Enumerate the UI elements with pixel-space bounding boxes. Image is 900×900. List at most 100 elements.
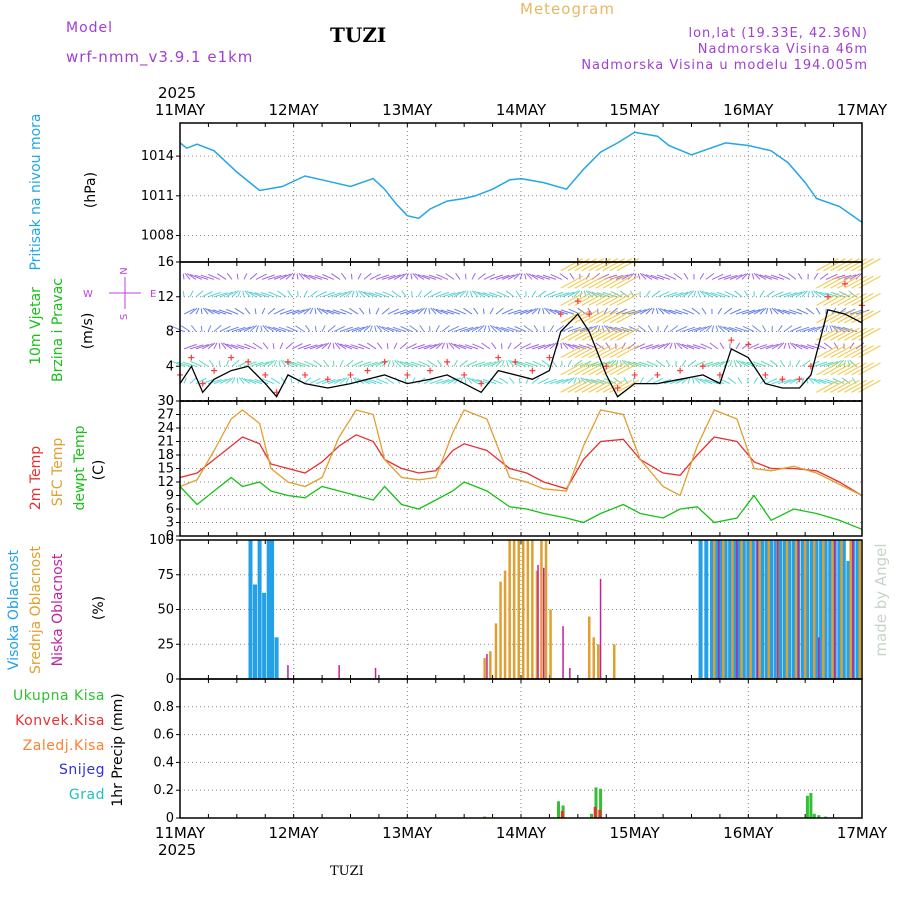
x-tick-label-bottom: 13MAY	[382, 824, 433, 842]
wind-gust-point	[614, 384, 621, 391]
cloud-mid-bar	[731, 540, 734, 679]
panel-frame	[179, 678, 863, 819]
y-tick-label: 75	[157, 568, 174, 583]
cloud-high-bar	[714, 540, 719, 679]
cloud-low-bar	[599, 578, 602, 679]
cloud-mid-bar	[483, 658, 486, 679]
wind-direction-arrows	[182, 272, 862, 280]
y-tick-label: 12	[157, 290, 174, 305]
cloud-high-bar	[719, 540, 724, 679]
cloud-mid-bar	[722, 540, 725, 679]
cloud-high-bar	[841, 540, 846, 679]
cloud-low-bar	[562, 626, 564, 679]
cloud-low-ylabel: Niska Oblacnost	[50, 553, 66, 666]
cloud-low-bar	[374, 667, 377, 679]
wind-gust-point	[199, 380, 206, 387]
cloud-mid-bar	[531, 540, 534, 679]
wind-gust-point	[284, 358, 291, 365]
cloud-mid-bar	[499, 581, 502, 679]
strong-wind-arrows	[560, 258, 640, 393]
precip-convective-bar	[593, 806, 597, 818]
y-tick-label: 0.8	[153, 700, 174, 715]
y-tick-label: 16	[157, 255, 174, 270]
wind-gust-point	[745, 341, 752, 348]
y-tick-label: 3	[166, 516, 174, 531]
cloud-mid-bar	[758, 540, 761, 679]
pressure-unit: (hPa)	[83, 172, 99, 208]
precip-legend-entry: Zaledj.Kisa	[23, 738, 105, 754]
cloud-mid-bar	[512, 540, 516, 679]
dewpoint-line	[179, 476, 863, 530]
wind-gust-point	[716, 371, 723, 378]
pressure-line	[179, 131, 863, 223]
precip-total-bar	[812, 813, 816, 818]
wind-gust-point	[654, 371, 661, 378]
cloud-high-bar	[823, 540, 828, 679]
pressure-ylabel: Pritisak na nivou mora	[28, 113, 44, 270]
cloud-mid-bar	[794, 540, 798, 679]
wind-ylabel-sub: Brzina i Pravac	[50, 278, 66, 382]
cloud-high-bar	[750, 540, 755, 679]
precip-legend-entry: Ukupna Kisa	[13, 688, 105, 704]
wind-gust-point	[381, 358, 388, 365]
wind-gust-point	[347, 371, 354, 378]
precip-ylabel: 1hr Precip (mm)	[110, 693, 126, 806]
y-tick-label: 0	[166, 811, 174, 826]
cloud-high-bar	[805, 540, 810, 679]
cloud-low-bar	[777, 540, 779, 679]
compass-south: S	[119, 314, 130, 320]
wind-direction-arrows	[183, 307, 870, 315]
wind-gust-point	[228, 354, 235, 361]
cloud-mid-bar	[517, 540, 520, 679]
cloud-high-bar	[728, 540, 733, 679]
y-tick-label: 21	[157, 435, 174, 450]
cloud-low-bar	[736, 540, 738, 679]
y-tick-label: 27	[157, 408, 174, 423]
cloud-high-bar	[787, 540, 792, 679]
cloud-high-bar	[270, 540, 275, 679]
product-title: Meteogram	[520, 0, 615, 18]
wind-gust-point	[461, 371, 468, 378]
cloud-high-bar	[773, 540, 778, 679]
watermark: made by Angel	[872, 543, 890, 656]
y-tick-label: 0.4	[153, 755, 174, 770]
cloud-mid-bar	[785, 540, 789, 679]
wind-gust-point	[586, 311, 593, 318]
cloud-high-bar	[710, 540, 714, 679]
cloud-mid-bar	[549, 609, 552, 679]
temp-sfc-line	[179, 409, 863, 497]
x-tick-label-top: 12MAY	[269, 101, 320, 119]
cloud-low-bar	[537, 565, 539, 679]
x-tick-label-bottom: 14MAY	[496, 824, 547, 842]
year-label-top: 2025	[158, 84, 196, 102]
model-elevation-label: Nadmorska Visina u modelu 194.005m	[581, 58, 868, 73]
precip-total-bar	[599, 788, 603, 818]
cloud-high-bar	[769, 540, 774, 679]
footer-station: TUZI	[330, 864, 364, 879]
wind-gust-point	[324, 376, 331, 383]
wind-gust-point	[211, 367, 218, 374]
cloud-mid-bar	[535, 570, 539, 679]
y-tick-label: 0.6	[153, 728, 174, 743]
cloud-mid-bar	[822, 540, 825, 679]
temp-sfc-ylabel: SFC Temp	[50, 438, 66, 507]
wind-gust-point	[364, 367, 371, 374]
y-tick-label: 1011	[141, 189, 174, 204]
cloud-low-bar	[338, 665, 340, 679]
wind-gust-point	[762, 371, 769, 378]
wind-direction-arrows	[182, 290, 857, 298]
precip-total-bar	[805, 795, 809, 818]
x-tick-label-top: 14MAY	[496, 101, 547, 119]
x-tick-label-top: 16MAY	[723, 101, 774, 119]
wind-gust-point	[188, 354, 195, 361]
cloud-high-bar	[778, 540, 783, 679]
wind-gust-point	[444, 358, 451, 365]
cloud-high-bar	[253, 584, 257, 679]
cloud-mid-bar	[713, 540, 716, 679]
y-tick-label: 4	[166, 359, 174, 374]
wind-gust-point	[302, 371, 309, 378]
wind-gust-point	[699, 363, 706, 370]
cloud-low-bar	[756, 540, 759, 679]
cloud-high-bar	[723, 540, 728, 679]
cloud-low-bar	[543, 567, 545, 679]
